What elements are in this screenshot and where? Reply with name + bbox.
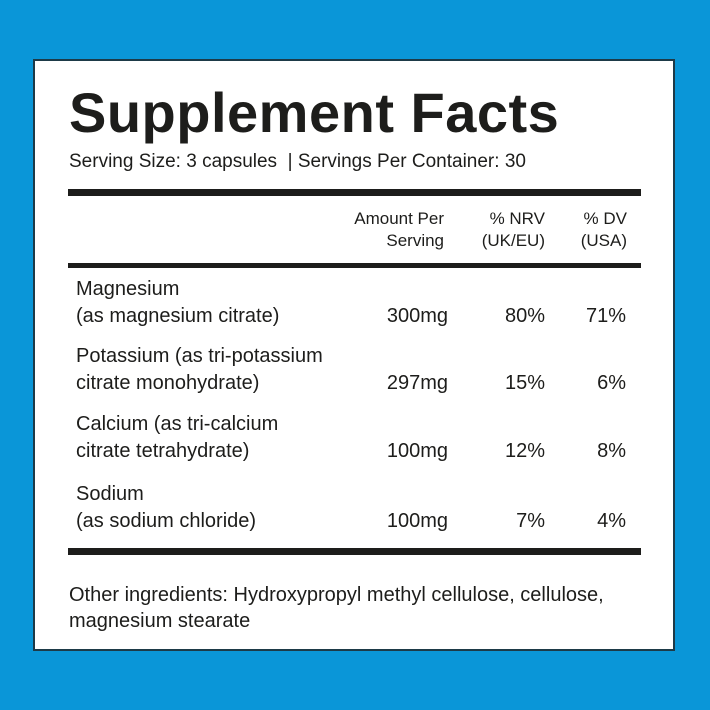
nutrient-source: citrate tetrahydrate) (76, 440, 250, 462)
nutrient-amount: 297mg (386, 372, 448, 394)
nutrient-dv: 8% (597, 440, 626, 462)
divider-header (68, 263, 641, 268)
nutrient-name: Magnesium (76, 278, 180, 300)
other-ingredients: Other ingredients: Hydroxypropyl methyl … (69, 584, 604, 632)
nutrient-source: (as magnesium citrate) (76, 305, 280, 327)
nutrient-source: (as sodium chloride) (76, 510, 257, 532)
nutrient-dv: 71% (585, 305, 626, 327)
nutrient-nrv: 12% (504, 440, 545, 462)
nutrient-dv: 6% (597, 372, 626, 394)
header-amount: Amount Per Serving (354, 208, 444, 252)
page-title: Supplement Facts (69, 81, 560, 144)
header-dv: % DV (USA) (581, 208, 627, 252)
serving-info: Serving Size: 3 capsules | Servings Per … (69, 151, 526, 172)
header-nrv-line1: % NRV (489, 209, 545, 228)
header-dv-line2: (USA) (580, 231, 627, 250)
nutrient-name: Potassium (as tri-potassium (76, 345, 323, 367)
header-dv-line1: % DV (583, 209, 627, 228)
nutrient-amount: 100mg (386, 510, 448, 532)
nutrient-nrv: 80% (504, 305, 545, 327)
header-nrv-line2: (UK/EU) (481, 231, 545, 250)
nutrient-name: Sodium (76, 483, 144, 505)
nutrient-source: citrate monohydrate) (76, 372, 260, 394)
header-amount-line1: Amount Per (354, 209, 444, 228)
nutrient-dv: 4% (597, 510, 626, 532)
nutrient-name: Calcium (as tri-calcium (76, 413, 279, 435)
nutrient-nrv: 7% (516, 510, 545, 532)
header-nrv: % NRV (UK/EU) (482, 208, 545, 252)
nutrient-amount: 300mg (386, 305, 448, 327)
nutrient-amount: 100mg (386, 440, 448, 462)
nutrient-nrv: 15% (504, 372, 545, 394)
divider-bottom (68, 548, 641, 555)
divider-top (68, 189, 641, 196)
header-amount-line2: Serving (386, 231, 444, 250)
